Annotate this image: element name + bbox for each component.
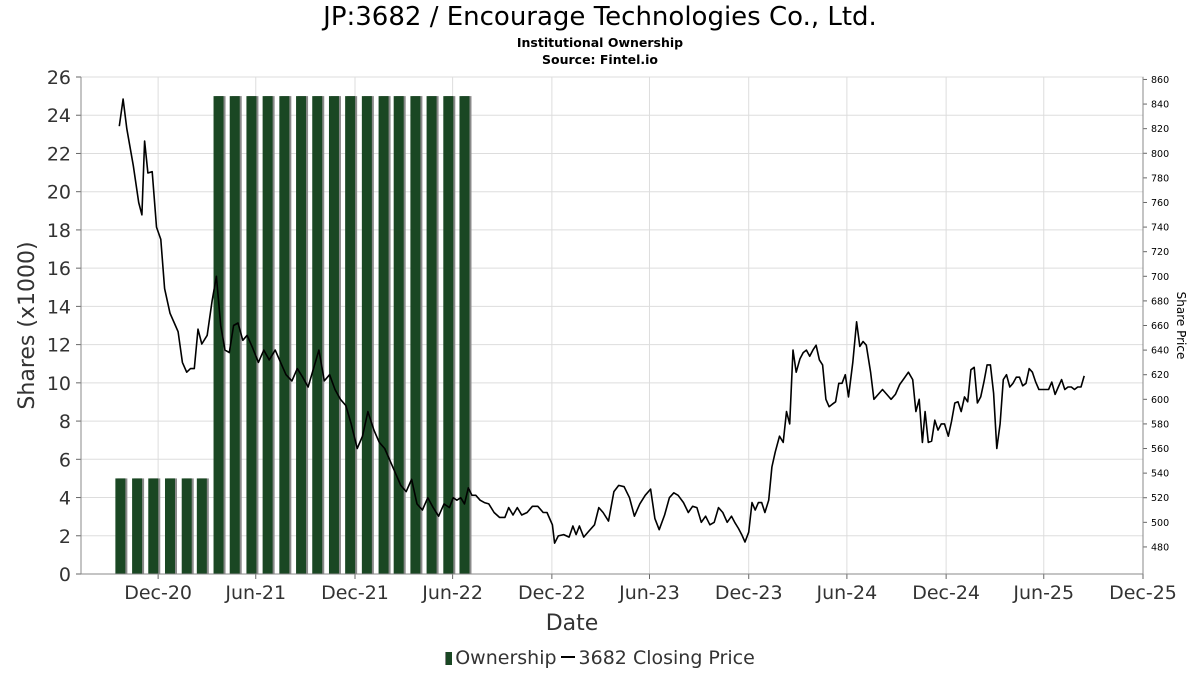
ownership-bar <box>132 478 143 574</box>
y2-tick-label: 740 <box>1151 223 1169 234</box>
y2-tick-label: 640 <box>1151 346 1169 357</box>
price-legend-label: 3682 Closing Price <box>578 647 755 669</box>
x-axis-label: Date <box>546 611 599 636</box>
y-tick-label: 24 <box>47 105 71 127</box>
ownership-bar <box>262 96 273 574</box>
y-tick-label: 10 <box>47 373 71 395</box>
y2-tick-label: 560 <box>1151 444 1169 455</box>
price-legend-swatch <box>560 656 575 658</box>
x-tick-label: Jun-22 <box>421 582 483 604</box>
y2-tick-label: 520 <box>1151 493 1169 504</box>
x-tick-label: Dec-20 <box>124 582 192 604</box>
chart-subtitle: Institutional Ownership <box>516 35 684 50</box>
y-tick-label: 0 <box>59 564 71 586</box>
y2-tick-label: 800 <box>1151 149 1169 160</box>
ownership-bar <box>459 96 470 574</box>
ownership-legend-label: Ownership <box>455 647 557 669</box>
ownership-bar <box>328 96 339 574</box>
ownership-bar <box>443 96 454 574</box>
ownership-bar <box>246 96 257 574</box>
ownership-bar <box>164 478 175 574</box>
ownership-bar <box>378 96 389 574</box>
y-tick-label: 20 <box>47 182 71 204</box>
ownership-bar <box>410 96 421 574</box>
ownership-chart: 0246810121416182022242648050052054056058… <box>15 67 1188 636</box>
y2-tick-label: 840 <box>1151 100 1169 111</box>
x-tick-label: Jun-24 <box>816 582 878 604</box>
price-line <box>118 98 1085 544</box>
y-tick-label: 8 <box>59 411 71 433</box>
y-tick-label: 18 <box>47 220 71 242</box>
y2-tick-label: 760 <box>1151 198 1169 209</box>
y-tick-label: 4 <box>59 488 71 510</box>
y2-tick-label: 620 <box>1151 370 1169 381</box>
y-tick-label: 22 <box>47 143 71 165</box>
y2-tick-label: 780 <box>1151 173 1169 184</box>
y2-tick-label: 700 <box>1151 272 1169 283</box>
x-tick-label: Dec-23 <box>715 582 783 604</box>
y2-tick-label: 540 <box>1151 469 1169 480</box>
ownership-bar <box>229 96 240 574</box>
y2-tick-label: 600 <box>1151 395 1169 406</box>
ownership-bar <box>213 96 224 574</box>
ownership-bar <box>312 96 323 574</box>
y-tick-label: 16 <box>47 258 71 280</box>
x-tick-label: Dec-21 <box>321 582 389 604</box>
ownership-bar <box>296 96 307 574</box>
y2-tick-label: 660 <box>1151 321 1169 332</box>
ownership-bars <box>115 96 472 574</box>
ownership-bar <box>196 478 207 574</box>
ownership-bar <box>115 478 126 574</box>
y2-tick-label: 500 <box>1151 518 1169 529</box>
y-tick-label: 6 <box>59 449 71 471</box>
y2-tick-label: 580 <box>1151 419 1169 430</box>
y2-axis-label: Share Price <box>1174 292 1188 360</box>
price-line-path <box>118 98 1085 544</box>
ownership-bar <box>148 478 159 574</box>
ownership-bar <box>181 478 192 574</box>
y-axis-label: Shares (x1000) <box>15 241 40 409</box>
axes: 0246810121416182022242648050052054056058… <box>15 67 1188 636</box>
x-tick-label: Jun-23 <box>618 582 680 604</box>
x-tick-label: Dec-22 <box>518 582 586 604</box>
ownership-bar <box>279 96 290 574</box>
x-tick-label: Jun-25 <box>1012 582 1074 604</box>
ownership-bar <box>361 96 372 574</box>
y-tick-label: 26 <box>47 67 71 89</box>
x-tick-label: Dec-24 <box>912 582 980 604</box>
y-tick-label: 12 <box>47 335 71 357</box>
ownership-bar <box>393 96 404 574</box>
ownership-bar <box>345 96 356 574</box>
ownership-legend-swatch <box>445 652 453 665</box>
y-tick-label: 2 <box>59 526 71 548</box>
y2-tick-label: 680 <box>1151 296 1169 307</box>
legend: Ownership 3682 Closing Price <box>0 647 1200 669</box>
ownership-bar <box>426 96 437 574</box>
y2-tick-label: 720 <box>1151 247 1169 258</box>
chart-title: JP:3682 / Encourage Technologies Co., Lt… <box>323 2 877 32</box>
y2-tick-label: 860 <box>1151 75 1169 86</box>
y-tick-label: 14 <box>47 296 71 318</box>
y2-tick-label: 820 <box>1151 124 1169 135</box>
chart-source: Source: Fintel.io <box>542 52 658 67</box>
y2-tick-label: 480 <box>1151 542 1169 553</box>
x-tick-label: Dec-25 <box>1109 582 1177 604</box>
x-tick-label: Jun-21 <box>224 582 286 604</box>
